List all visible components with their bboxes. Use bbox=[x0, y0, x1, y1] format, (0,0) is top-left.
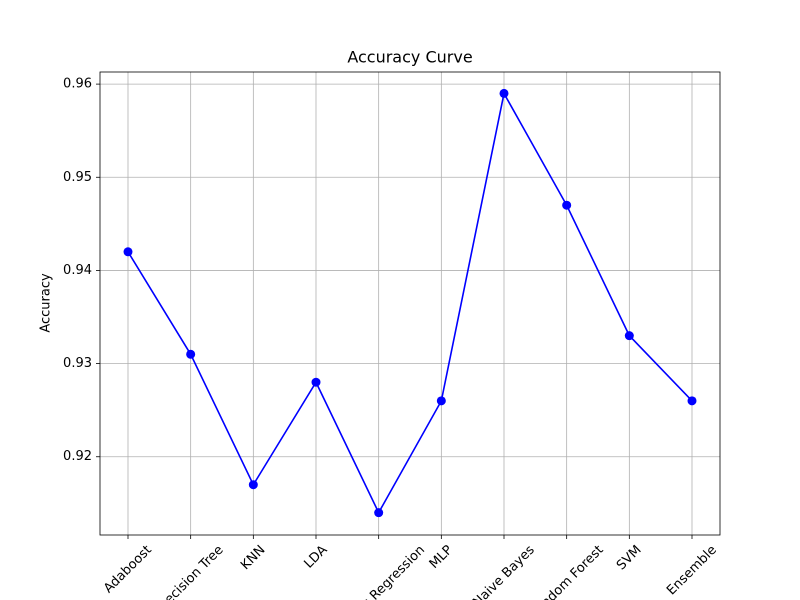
x-tick-label: MLP bbox=[427, 543, 456, 572]
y-tick-label: 0.95 bbox=[63, 170, 92, 185]
marker bbox=[499, 88, 509, 98]
x-tick-label: Naive Bayes bbox=[470, 542, 538, 600]
plot-frame bbox=[99, 71, 721, 536]
y-tick-label: 0.96 bbox=[63, 77, 92, 92]
x-tick-label: Logistic Regression bbox=[329, 543, 428, 600]
marker bbox=[374, 508, 384, 518]
line bbox=[127, 91, 693, 515]
marker bbox=[562, 200, 572, 210]
y-tick-label: 0.94 bbox=[63, 263, 92, 278]
x-tick-label: Adaboost bbox=[101, 543, 155, 597]
marker bbox=[311, 377, 321, 387]
x-tick-label: LDA bbox=[302, 543, 331, 572]
marker bbox=[687, 396, 697, 406]
y-tick-label: 0.93 bbox=[63, 356, 92, 371]
x-tick-label: Random Forest bbox=[527, 543, 607, 600]
marker bbox=[123, 247, 133, 257]
y-axis-label: Accuracy bbox=[39, 273, 54, 333]
marker bbox=[624, 331, 634, 341]
x-tick-label: Ensemble bbox=[664, 543, 720, 599]
x-tick-label: Decision Tree bbox=[155, 543, 227, 600]
y-tick-label: 0.92 bbox=[63, 449, 92, 464]
x-tick-label: KNN bbox=[238, 543, 268, 573]
marker bbox=[436, 396, 446, 406]
chart-title: Accuracy Curve bbox=[347, 48, 472, 67]
marker bbox=[248, 480, 258, 490]
x-tick-label: SVM bbox=[614, 543, 645, 574]
marker bbox=[186, 349, 196, 359]
